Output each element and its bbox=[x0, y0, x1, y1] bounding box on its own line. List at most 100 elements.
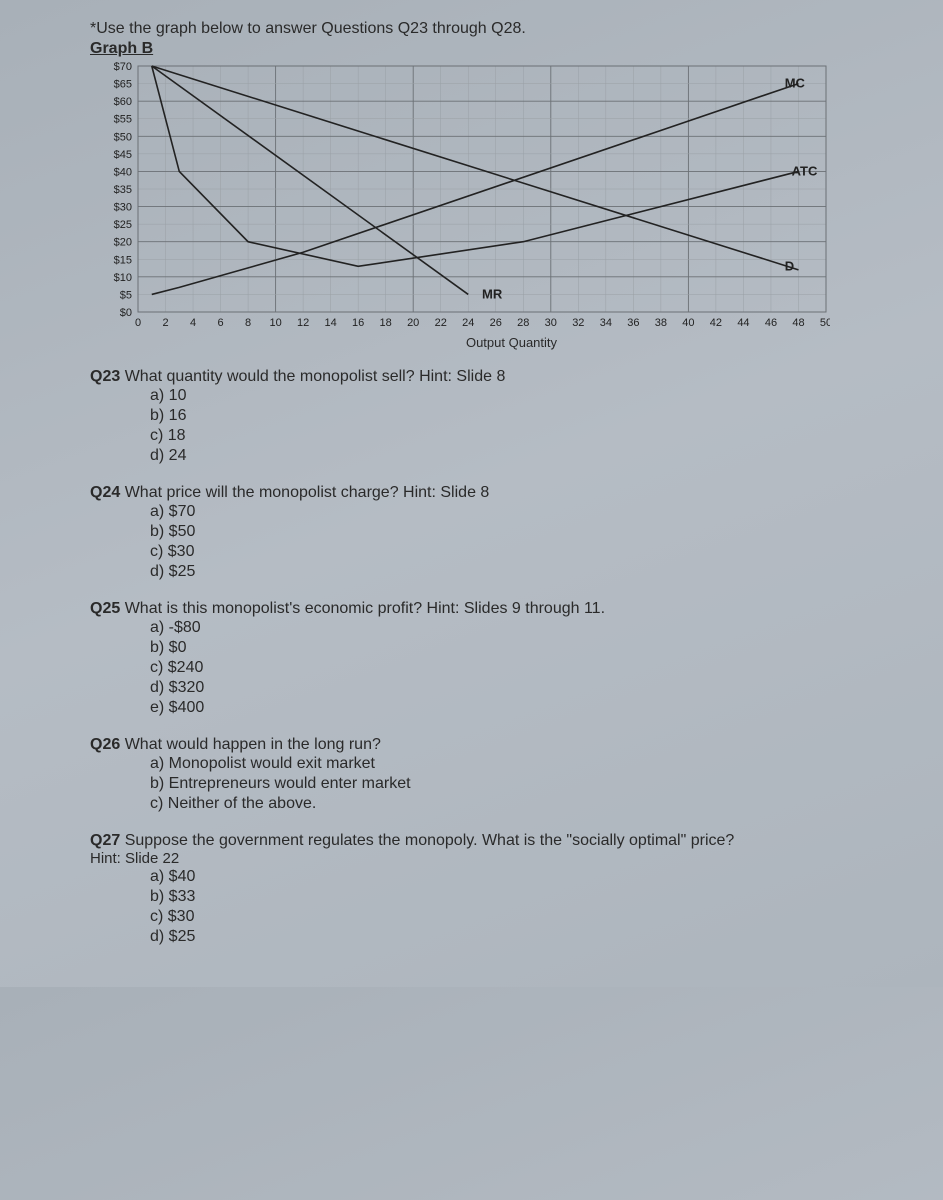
option-item: d) $25 bbox=[150, 927, 893, 947]
svg-text:50: 50 bbox=[820, 317, 830, 329]
option-item: a) -$80 bbox=[150, 618, 893, 638]
graph-b-chart: $0$5$10$15$20$25$30$35$40$45$50$55$60$65… bbox=[90, 62, 893, 350]
option-item: a) Monopolist would exit market bbox=[150, 754, 893, 774]
question-block: Q27 Suppose the government regulates the… bbox=[90, 832, 893, 947]
option-item: c) $30 bbox=[150, 542, 893, 562]
question-block: Q24 What price will the monopolist charg… bbox=[90, 484, 893, 582]
question-number: Q25 bbox=[90, 600, 125, 617]
svg-text:22: 22 bbox=[435, 317, 447, 329]
svg-text:40: 40 bbox=[682, 317, 694, 329]
questions-container: Q23 What quantity would the monopolist s… bbox=[90, 368, 893, 947]
question-number: Q24 bbox=[90, 484, 125, 501]
x-axis-label: Output Quantity bbox=[130, 335, 893, 350]
option-item: c) 18 bbox=[150, 426, 893, 446]
svg-text:14: 14 bbox=[325, 317, 337, 329]
option-item: b) $33 bbox=[150, 887, 893, 907]
svg-text:$50: $50 bbox=[114, 131, 132, 143]
svg-text:38: 38 bbox=[655, 317, 667, 329]
question-text: Q26 What would happen in the long run? bbox=[90, 736, 893, 754]
svg-text:42: 42 bbox=[710, 317, 722, 329]
options-list: a) -$80b) $0c) $240d) $320e) $400 bbox=[150, 618, 893, 718]
option-item: b) Entrepreneurs would enter market bbox=[150, 774, 893, 794]
question-hint: Hint: Slides 9 through 11. bbox=[422, 600, 605, 617]
svg-text:46: 46 bbox=[765, 317, 777, 329]
svg-text:MC: MC bbox=[785, 76, 806, 91]
option-item: c) $240 bbox=[150, 658, 893, 678]
svg-text:30: 30 bbox=[545, 317, 557, 329]
question-block: Q23 What quantity would the monopolist s… bbox=[90, 368, 893, 466]
svg-text:2: 2 bbox=[162, 317, 168, 329]
question-number: Q27 bbox=[90, 832, 125, 849]
svg-text:$20: $20 bbox=[114, 237, 132, 249]
svg-text:6: 6 bbox=[217, 317, 223, 329]
svg-text:$35: $35 bbox=[114, 184, 132, 196]
option-item: c) $30 bbox=[150, 907, 893, 927]
option-item: d) $25 bbox=[150, 562, 893, 582]
svg-text:36: 36 bbox=[627, 317, 639, 329]
question-number: Q23 bbox=[90, 368, 125, 385]
svg-text:MR: MR bbox=[482, 286, 503, 301]
graph-title: Graph B bbox=[90, 40, 893, 58]
question-hint: Hint: Slide 22 bbox=[90, 850, 893, 867]
svg-text:D: D bbox=[785, 258, 794, 273]
svg-text:48: 48 bbox=[792, 317, 804, 329]
question-block: Q26 What would happen in the long run?a)… bbox=[90, 736, 893, 814]
question-block: Q25 What is this monopolist's economic p… bbox=[90, 600, 893, 718]
options-list: a) Monopolist would exit marketb) Entrep… bbox=[150, 754, 893, 814]
option-item: d) 24 bbox=[150, 446, 893, 466]
options-list: a) $40b) $33c) $30d) $25 bbox=[150, 867, 893, 947]
svg-text:24: 24 bbox=[462, 317, 474, 329]
question-body: What price will the monopolist charge? bbox=[125, 484, 399, 501]
question-body: What quantity would the monopolist sell? bbox=[125, 368, 415, 385]
question-body: What would happen in the long run? bbox=[125, 736, 381, 753]
worksheet-page: *Use the graph below to answer Questions… bbox=[0, 0, 943, 987]
question-body: What is this monopolist's economic profi… bbox=[125, 600, 422, 617]
question-text: Q27 Suppose the government regulates the… bbox=[90, 832, 893, 850]
option-item: a) $70 bbox=[150, 502, 893, 522]
svg-text:$5: $5 bbox=[120, 289, 132, 301]
chart-svg: $0$5$10$15$20$25$30$35$40$45$50$55$60$65… bbox=[90, 62, 830, 332]
question-body: Suppose the government regulates the mon… bbox=[125, 832, 735, 849]
option-item: c) Neither of the above. bbox=[150, 794, 893, 814]
svg-text:18: 18 bbox=[380, 317, 392, 329]
question-hint: Hint: Slide 8 bbox=[415, 368, 506, 385]
svg-text:$25: $25 bbox=[114, 219, 132, 231]
options-list: a) $70b) $50c) $30d) $25 bbox=[150, 502, 893, 582]
svg-text:$45: $45 bbox=[114, 149, 132, 161]
option-item: d) $320 bbox=[150, 678, 893, 698]
svg-text:$60: $60 bbox=[114, 96, 132, 108]
option-item: a) 10 bbox=[150, 386, 893, 406]
question-text: Q23 What quantity would the monopolist s… bbox=[90, 368, 893, 386]
option-item: a) $40 bbox=[150, 867, 893, 887]
svg-text:ATC: ATC bbox=[792, 163, 818, 178]
svg-text:8: 8 bbox=[245, 317, 251, 329]
svg-text:$15: $15 bbox=[114, 254, 132, 266]
svg-text:$65: $65 bbox=[114, 79, 132, 91]
svg-text:44: 44 bbox=[737, 317, 749, 329]
question-hint: Hint: Slide 8 bbox=[399, 484, 490, 501]
instruction-text: *Use the graph below to answer Questions… bbox=[90, 20, 893, 38]
question-number: Q26 bbox=[90, 736, 125, 753]
svg-text:10: 10 bbox=[269, 317, 281, 329]
svg-text:$55: $55 bbox=[114, 114, 132, 126]
svg-text:32: 32 bbox=[572, 317, 584, 329]
svg-text:16: 16 bbox=[352, 317, 364, 329]
option-item: b) $50 bbox=[150, 522, 893, 542]
svg-text:$0: $0 bbox=[120, 307, 132, 319]
svg-text:$30: $30 bbox=[114, 202, 132, 214]
svg-text:12: 12 bbox=[297, 317, 309, 329]
option-item: e) $400 bbox=[150, 698, 893, 718]
question-text: Q24 What price will the monopolist charg… bbox=[90, 484, 893, 502]
svg-text:26: 26 bbox=[490, 317, 502, 329]
svg-text:20: 20 bbox=[407, 317, 419, 329]
svg-text:0: 0 bbox=[135, 317, 141, 329]
svg-text:28: 28 bbox=[517, 317, 529, 329]
svg-text:$70: $70 bbox=[114, 62, 132, 73]
option-item: b) $0 bbox=[150, 638, 893, 658]
svg-text:34: 34 bbox=[600, 317, 612, 329]
options-list: a) 10b) 16c) 18d) 24 bbox=[150, 386, 893, 466]
option-item: b) 16 bbox=[150, 406, 893, 426]
question-text: Q25 What is this monopolist's economic p… bbox=[90, 600, 893, 618]
svg-text:4: 4 bbox=[190, 317, 196, 329]
svg-text:$10: $10 bbox=[114, 272, 132, 284]
